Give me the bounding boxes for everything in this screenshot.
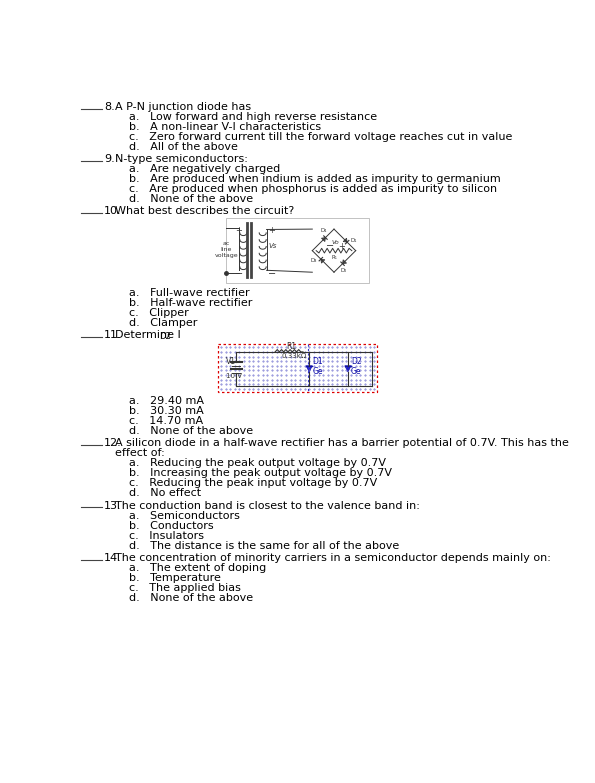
Text: D1
Ge: D1 Ge (312, 357, 323, 377)
Text: R1: R1 (286, 342, 296, 351)
Text: b.   Are produced when indium is added as impurity to germanium: b. Are produced when indium is added as … (129, 174, 500, 184)
Text: c.   14.70 mA: c. 14.70 mA (129, 416, 203, 426)
Polygon shape (343, 238, 347, 242)
Text: a.   Semiconductors: a. Semiconductors (129, 511, 240, 521)
Polygon shape (306, 366, 312, 372)
Text: 14.: 14. (104, 553, 121, 563)
Text: b.   Conductors: b. Conductors (129, 521, 213, 531)
Text: D₂: D₂ (341, 268, 347, 273)
Text: −: − (326, 241, 334, 251)
Text: a.   Reducing the peak output voltage by 0.7V: a. Reducing the peak output voltage by 0… (129, 458, 386, 468)
Text: 9.: 9. (104, 154, 115, 164)
Polygon shape (343, 260, 346, 264)
Text: c.   Are produced when phosphorus is added as impurity to silicon: c. Are produced when phosphorus is added… (129, 184, 497, 194)
Text: 13.: 13. (104, 500, 121, 511)
Text: V1: V1 (226, 356, 236, 366)
Text: 0.33kΩ: 0.33kΩ (281, 352, 306, 359)
Text: 8.: 8. (104, 102, 115, 112)
Text: b.   30.30 mA: b. 30.30 mA (129, 406, 203, 416)
Text: What best describes the circuit?: What best describes the circuit? (115, 207, 294, 216)
Text: D₃: D₃ (311, 258, 317, 263)
Text: Vs: Vs (268, 243, 277, 249)
Text: D2: D2 (159, 332, 171, 341)
Bar (226, 218, 369, 283)
Text: d.   None of the above: d. None of the above (129, 194, 253, 204)
Text: c.   Reducing the peak input voltage by 0.7V: c. Reducing the peak input voltage by 0.… (129, 478, 377, 488)
Text: effect of:: effect of: (115, 448, 164, 458)
Text: c.   Clipper: c. Clipper (129, 308, 189, 318)
Text: d.   Clamper: d. Clamper (129, 318, 197, 328)
Text: b.   Increasing the peak output voltage by 0.7V: b. Increasing the peak output voltage by… (129, 468, 392, 478)
Polygon shape (321, 237, 325, 242)
Text: N-type semiconductors:: N-type semiconductors: (115, 154, 248, 164)
Text: d.   None of the above: d. None of the above (129, 593, 253, 603)
Text: Determine I: Determine I (115, 330, 180, 341)
Text: +: + (235, 226, 242, 236)
Text: d.   None of the above: d. None of the above (129, 426, 253, 436)
Text: 12.: 12. (104, 438, 121, 448)
Text: d.   The distance is the same for all of the above: d. The distance is the same for all of t… (129, 540, 399, 550)
Text: D₄: D₄ (321, 228, 327, 233)
Text: c.   The applied bias: c. The applied bias (129, 583, 240, 593)
Text: b.   Half-wave rectifier: b. Half-wave rectifier (129, 298, 252, 308)
Text: b.   Temperature: b. Temperature (129, 573, 221, 583)
Text: D2
Ge: D2 Ge (351, 357, 362, 377)
Text: −: − (268, 269, 276, 279)
Bar (218, 345, 377, 392)
Text: 10.: 10. (104, 207, 121, 216)
Text: The concentration of minority carriers in a semiconductor depends mainly on:: The concentration of minority carriers i… (115, 553, 550, 563)
Text: A silicon diode in a half-wave rectifier has a barrier potential of 0.7V. This h: A silicon diode in a half-wave rectifier… (115, 438, 569, 448)
Text: Vo: Vo (331, 240, 339, 245)
Text: +: + (338, 241, 345, 251)
Text: a.   29.40 mA: a. 29.40 mA (129, 395, 203, 406)
Text: b.   A non-linear V-I characteristics: b. A non-linear V-I characteristics (129, 121, 321, 132)
Text: a.   The extent of doping: a. The extent of doping (129, 563, 266, 573)
Text: +: + (268, 226, 275, 236)
Text: a.   Low forward and high reverse resistance: a. Low forward and high reverse resistan… (129, 112, 377, 121)
Text: d.   All of the above: d. All of the above (129, 142, 237, 152)
Text: The conduction band is closest to the valence band in:: The conduction band is closest to the va… (115, 500, 419, 511)
Text: A P-N junction diode has: A P-N junction diode has (115, 102, 251, 112)
Text: R₁: R₁ (331, 254, 337, 259)
Text: c.   Zero forward current till the forward voltage reaches cut in value: c. Zero forward current till the forward… (129, 132, 512, 142)
Polygon shape (321, 259, 325, 263)
Text: d.   No effect: d. No effect (129, 488, 201, 498)
Text: 10 V: 10 V (226, 373, 242, 379)
Text: 11.: 11. (104, 330, 121, 341)
Polygon shape (345, 366, 351, 372)
Text: c.   Insulators: c. Insulators (129, 531, 203, 540)
Text: a.   Full-wave rectifier: a. Full-wave rectifier (129, 288, 249, 298)
Text: D₁: D₁ (351, 238, 358, 244)
Text: ac
line
voltage: ac line voltage (214, 241, 238, 258)
Text: −: − (235, 269, 243, 279)
Text: a.   Are negatively charged: a. Are negatively charged (129, 164, 280, 174)
